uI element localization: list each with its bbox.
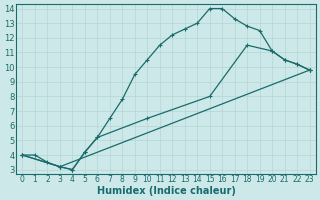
X-axis label: Humidex (Indice chaleur): Humidex (Indice chaleur) [97, 186, 236, 196]
